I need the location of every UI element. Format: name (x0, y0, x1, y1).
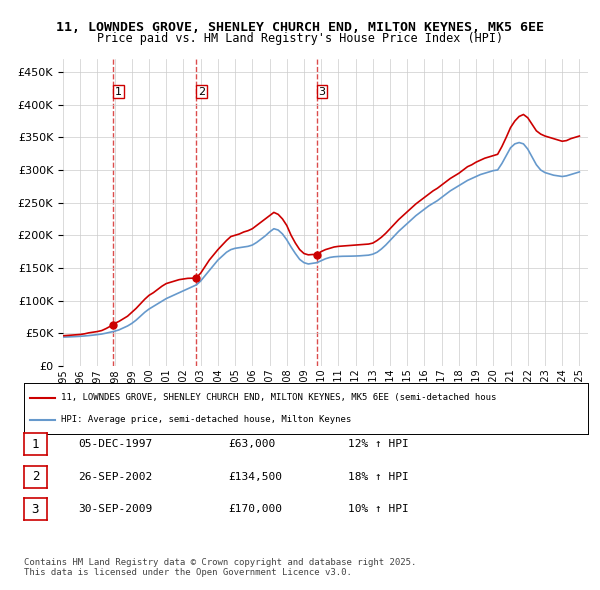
Text: 1: 1 (115, 87, 122, 97)
Text: £170,000: £170,000 (228, 504, 282, 514)
Text: 1: 1 (32, 438, 39, 451)
Text: 12% ↑ HPI: 12% ↑ HPI (348, 440, 409, 449)
Text: 3: 3 (318, 87, 325, 97)
Text: 26-SEP-2002: 26-SEP-2002 (78, 472, 152, 481)
Text: 05-DEC-1997: 05-DEC-1997 (78, 440, 152, 449)
Text: 2: 2 (32, 470, 39, 483)
Text: 30-SEP-2009: 30-SEP-2009 (78, 504, 152, 514)
Text: Price paid vs. HM Land Registry's House Price Index (HPI): Price paid vs. HM Land Registry's House … (97, 32, 503, 45)
Text: 3: 3 (32, 503, 39, 516)
Text: 11, LOWNDES GROVE, SHENLEY CHURCH END, MILTON KEYNES, MK5 6EE: 11, LOWNDES GROVE, SHENLEY CHURCH END, M… (56, 21, 544, 34)
Text: 10% ↑ HPI: 10% ↑ HPI (348, 504, 409, 514)
Text: £134,500: £134,500 (228, 472, 282, 481)
Text: £63,000: £63,000 (228, 440, 275, 449)
Text: 2: 2 (198, 87, 205, 97)
Text: This data is licensed under the Open Government Licence v3.0.: This data is licensed under the Open Gov… (24, 568, 352, 576)
Text: 18% ↑ HPI: 18% ↑ HPI (348, 472, 409, 481)
Text: HPI: Average price, semi-detached house, Milton Keynes: HPI: Average price, semi-detached house,… (61, 415, 351, 424)
Text: 11, LOWNDES GROVE, SHENLEY CHURCH END, MILTON KEYNES, MK5 6EE (semi-detached hou: 11, LOWNDES GROVE, SHENLEY CHURCH END, M… (61, 393, 496, 402)
Text: Contains HM Land Registry data © Crown copyright and database right 2025.: Contains HM Land Registry data © Crown c… (24, 558, 416, 566)
